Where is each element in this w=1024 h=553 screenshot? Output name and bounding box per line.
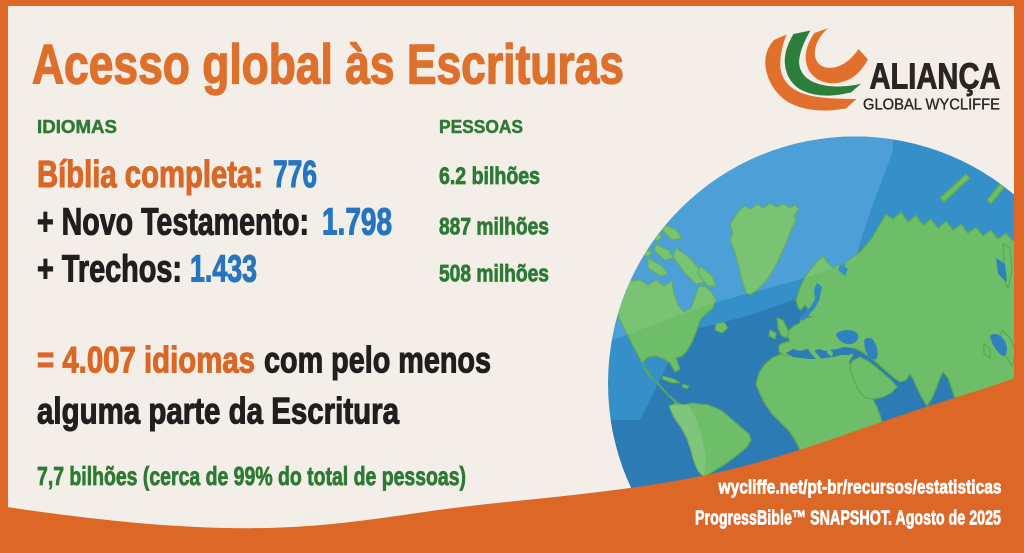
svg-text:+ Trechos:: + Trechos: — [37, 249, 182, 291]
svg-text:6.2 bilhões: 6.2 bilhões — [439, 163, 540, 190]
svg-text:508 milhões: 508 milhões — [439, 261, 549, 288]
svg-text:7,7 bilhões (cerca de 99% do t: 7,7 bilhões (cerca de 99% do total de pe… — [37, 461, 466, 491]
svg-text:GLOBAL WYCLIFFE: GLOBAL WYCLIFFE — [863, 97, 1000, 114]
svg-text:wycliffe.net/pt-br/recursos/es: wycliffe.net/pt-br/recursos/estatisticas — [718, 477, 1002, 499]
svg-text:776: 776 — [273, 154, 317, 196]
svg-text:com pelo menos: com pelo menos — [264, 340, 491, 381]
svg-text:IDIOMAS: IDIOMAS — [37, 116, 117, 137]
svg-text:PESSOAS: PESSOAS — [439, 116, 523, 137]
svg-text:1.433: 1.433 — [190, 249, 257, 291]
svg-text:ProgressBible™ SNAPSHOT. Agost: ProgressBible™ SNAPSHOT. Agosto de 2025 — [695, 507, 1001, 530]
svg-text:+ Novo Testamento:: + Novo Testamento: — [37, 202, 309, 244]
svg-text:1.798: 1.798 — [322, 202, 392, 244]
svg-text:ALIANÇA: ALIANÇA — [870, 56, 1001, 97]
svg-text:887 milhões: 887 milhões — [439, 214, 549, 241]
svg-text:= 4.007 idiomas: = 4.007 idiomas — [37, 340, 255, 381]
svg-text:alguma parte da Escritura: alguma parte da Escritura — [37, 391, 399, 432]
svg-text:Bíblia completa:: Bíblia completa: — [37, 154, 263, 196]
svg-text:Acesso global às Escrituras: Acesso global às Escrituras — [32, 33, 624, 96]
